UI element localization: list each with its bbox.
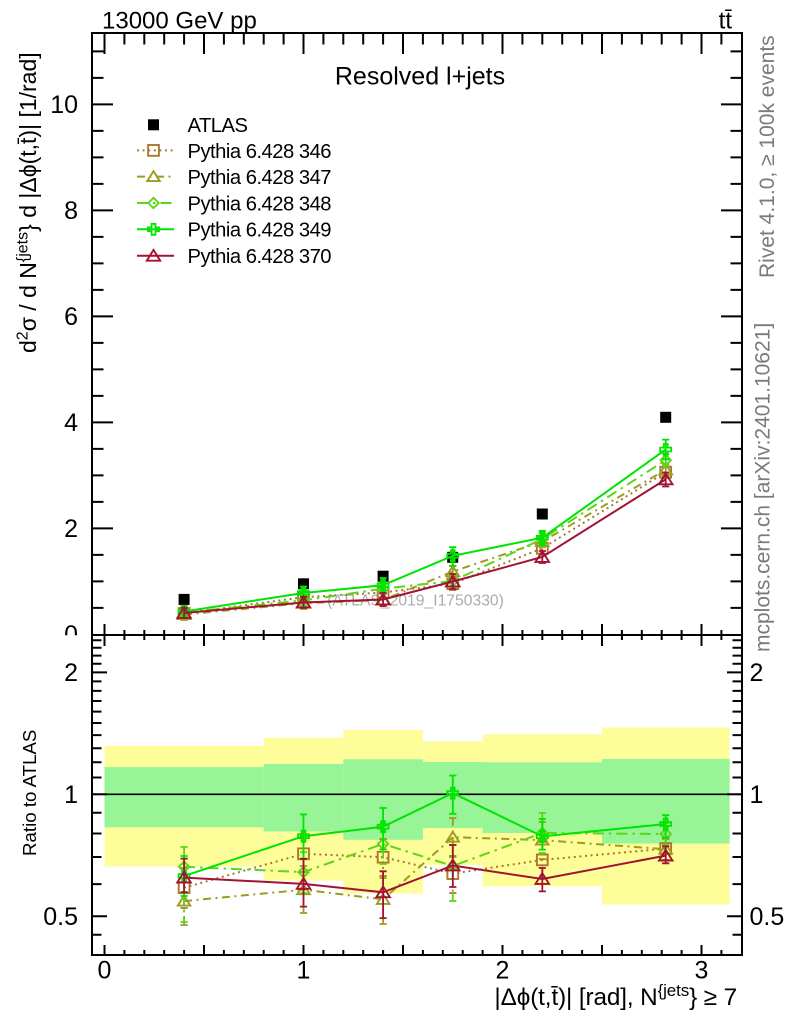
svg-text:6: 6 [64,303,78,331]
svg-text:8: 8 [64,197,78,225]
svg-text:0: 0 [98,957,112,985]
svg-text:4: 4 [64,409,78,437]
svg-text:2: 2 [750,659,764,687]
svg-text:3: 3 [695,957,709,985]
svg-text:2: 2 [496,957,510,985]
svg-text:Rivet 4.1.0, ≥ 100k events: Rivet 4.1.0, ≥ 100k events [756,35,779,278]
svg-text:Pythia 6.428 346: Pythia 6.428 346 [188,141,332,163]
svg-text:13000 GeV pp: 13000 GeV pp [102,7,257,34]
svg-text:Pythia 6.428 347: Pythia 6.428 347 [188,167,332,189]
svg-text:0: 0 [64,621,78,649]
svg-text:Pythia 6.428 349: Pythia 6.428 349 [188,220,332,242]
svg-text:10: 10 [50,91,78,119]
svg-text:0.5: 0.5 [43,903,78,931]
svg-text:Resolved l+jets: Resolved l+jets [335,63,505,91]
svg-text:Ratio to ATLAS: Ratio to ATLAS [19,730,40,856]
svg-text:2: 2 [64,515,78,543]
svg-text:(ATLAS_2019_I1750330): (ATLAS_2019_I1750330) [327,593,504,610]
svg-text:mcplots.cern.ch [arXiv:2401.10: mcplots.cern.ch [arXiv:2401.10621] [752,323,775,652]
svg-text:1: 1 [64,781,78,809]
svg-text:Pythia 6.428 370: Pythia 6.428 370 [188,246,332,268]
svg-text:0.5: 0.5 [750,903,785,931]
svg-text:tt̄: tt̄ [719,8,733,35]
svg-text:1: 1 [750,781,764,809]
svg-text:d2σ / d N{jets} d |Δϕ(t,t̄)| [: d2σ / d N{jets} d |Δϕ(t,t̄)| [1/rad] [15,52,42,353]
svg-text:1: 1 [297,957,311,985]
svg-text:ATLAS: ATLAS [188,115,248,137]
svg-text:|Δϕ(t,t̄)| [rad], N{jets} ≥ 7: |Δϕ(t,t̄)| [rad], N{jets} ≥ 7 [494,981,737,1011]
svg-text:2: 2 [64,659,78,687]
svg-text:Pythia 6.428 348: Pythia 6.428 348 [188,193,332,215]
